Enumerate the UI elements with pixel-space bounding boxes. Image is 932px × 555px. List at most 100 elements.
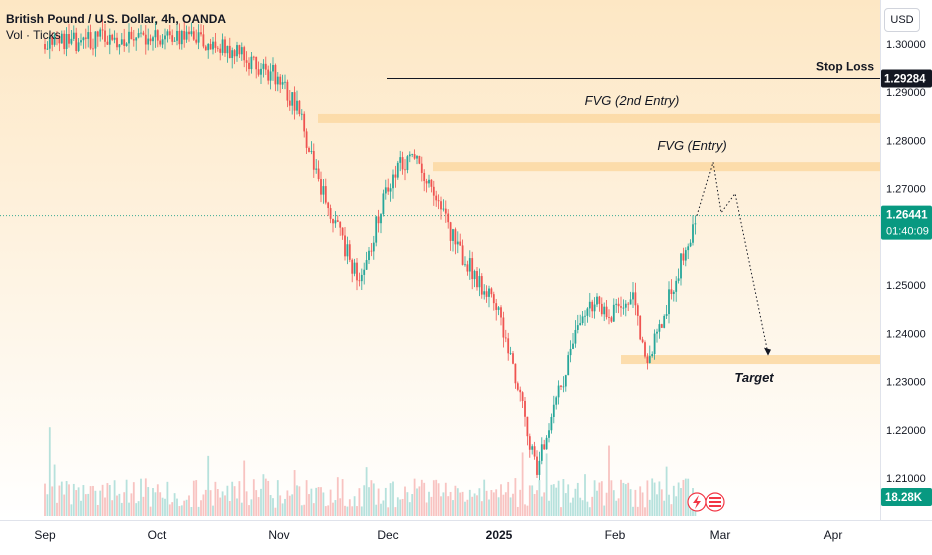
flag-icon[interactable] xyxy=(705,492,725,512)
candle-body xyxy=(572,343,574,349)
time-tick-label: Apr xyxy=(824,528,843,542)
candle-body xyxy=(195,39,198,43)
candle-body xyxy=(480,276,483,295)
volume-indicator-label[interactable]: Vol · Ticks xyxy=(6,28,61,42)
symbol-title[interactable]: British Pound / U.S. Dollar, 4h, OANDA xyxy=(6,12,227,26)
volume-bar xyxy=(257,497,260,516)
volume-bar xyxy=(569,502,572,516)
volume-bar xyxy=(560,507,562,516)
fvg-2nd-entry-label: FVG (2nd Entry) xyxy=(585,93,680,108)
volume-bar xyxy=(514,478,517,516)
volume-bar xyxy=(171,502,174,516)
candle-body xyxy=(96,31,99,37)
volume-bar xyxy=(320,487,322,516)
volume-bar xyxy=(435,479,438,516)
volume-bar xyxy=(303,504,306,516)
candle-body xyxy=(588,301,591,309)
currency-button[interactable]: USD xyxy=(884,8,920,32)
volume-bar xyxy=(404,486,406,516)
volume-bar xyxy=(288,495,291,516)
volume-bar xyxy=(120,502,123,516)
volume-bar xyxy=(185,499,188,516)
price-axis-ticks: 1.30000 1.29000 1.28000 1.27000 1.25000 1.240… xyxy=(886,39,926,485)
candle-body xyxy=(404,169,406,171)
stop-loss-price-tag: 1.29284 xyxy=(881,69,932,88)
candle-body xyxy=(60,33,63,44)
projection-arrowhead xyxy=(764,347,771,356)
candle-body xyxy=(437,200,440,202)
candle-body xyxy=(668,289,670,315)
candle-body xyxy=(502,317,505,338)
candle-body xyxy=(238,45,241,55)
candle-body xyxy=(154,30,157,38)
volume-bar xyxy=(660,489,663,516)
volume-tag-text: 18.28K xyxy=(885,492,923,504)
volume-bar xyxy=(579,497,582,516)
candle-body xyxy=(401,157,404,170)
candle-body xyxy=(248,62,250,70)
volume-bar xyxy=(468,489,471,516)
volume-bar xyxy=(490,490,493,516)
volume-bar xyxy=(238,481,241,516)
candle-body xyxy=(284,81,286,83)
volume-bar xyxy=(533,493,536,516)
time-tick-label: Oct xyxy=(148,528,167,542)
candle-body xyxy=(219,48,222,53)
candle-body xyxy=(555,397,558,405)
volume-bar xyxy=(267,480,270,516)
volume-bar xyxy=(279,495,282,516)
price-tick-label: 1.27000 xyxy=(886,184,926,196)
volume-bar xyxy=(622,482,625,516)
volume-bar xyxy=(639,486,642,516)
candle-body xyxy=(113,37,116,40)
candle-body xyxy=(77,42,80,51)
candle-body xyxy=(471,258,474,280)
candle-body xyxy=(183,31,186,40)
volume-bar xyxy=(401,498,404,516)
lightning-icon[interactable] xyxy=(687,492,707,512)
candle-body xyxy=(464,264,466,266)
candle-body xyxy=(111,34,114,40)
candle-body xyxy=(209,43,212,50)
current-price-tag-text: 1.26441 xyxy=(886,210,928,222)
candle-body xyxy=(332,218,334,224)
candle-body xyxy=(533,446,536,457)
time-tick-label: Mar xyxy=(710,528,731,542)
candle-body xyxy=(245,60,248,63)
candle-body xyxy=(291,92,294,106)
volume-bar xyxy=(351,506,354,516)
candle-body xyxy=(348,244,351,260)
volume-bar xyxy=(531,485,534,516)
volume-bar xyxy=(130,493,133,516)
candle-body xyxy=(329,208,332,219)
volume-bar xyxy=(255,490,258,516)
volume-bar xyxy=(118,493,121,516)
candle-body xyxy=(305,131,308,148)
candle-body xyxy=(528,436,531,450)
volume-bar xyxy=(461,491,464,516)
volume-bar xyxy=(178,506,181,516)
volume-bar xyxy=(77,487,80,516)
candle-body xyxy=(644,342,646,357)
volume-bar xyxy=(375,504,378,516)
candle-body xyxy=(670,289,673,295)
volume-bar xyxy=(353,496,356,516)
candle-body xyxy=(473,271,476,280)
candle-body xyxy=(418,155,421,164)
candle-body xyxy=(399,157,402,163)
stop-loss-label: Stop Loss xyxy=(816,60,874,74)
candle-body xyxy=(272,64,274,72)
candle-body xyxy=(351,259,354,274)
candle-body xyxy=(173,40,176,42)
volume-bar xyxy=(65,481,68,516)
candle-body xyxy=(140,32,142,34)
candle-body xyxy=(444,208,447,214)
candle-body xyxy=(500,307,502,318)
price-tick-label: 1.21000 xyxy=(886,473,926,485)
volume-bar xyxy=(87,493,90,516)
candle-body xyxy=(339,221,342,228)
candle-body xyxy=(629,299,632,305)
volume-bar xyxy=(344,505,346,516)
